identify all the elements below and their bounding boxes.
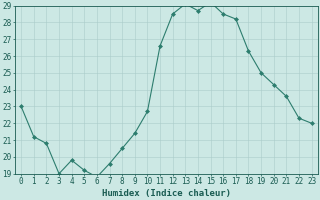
X-axis label: Humidex (Indice chaleur): Humidex (Indice chaleur): [102, 189, 231, 198]
